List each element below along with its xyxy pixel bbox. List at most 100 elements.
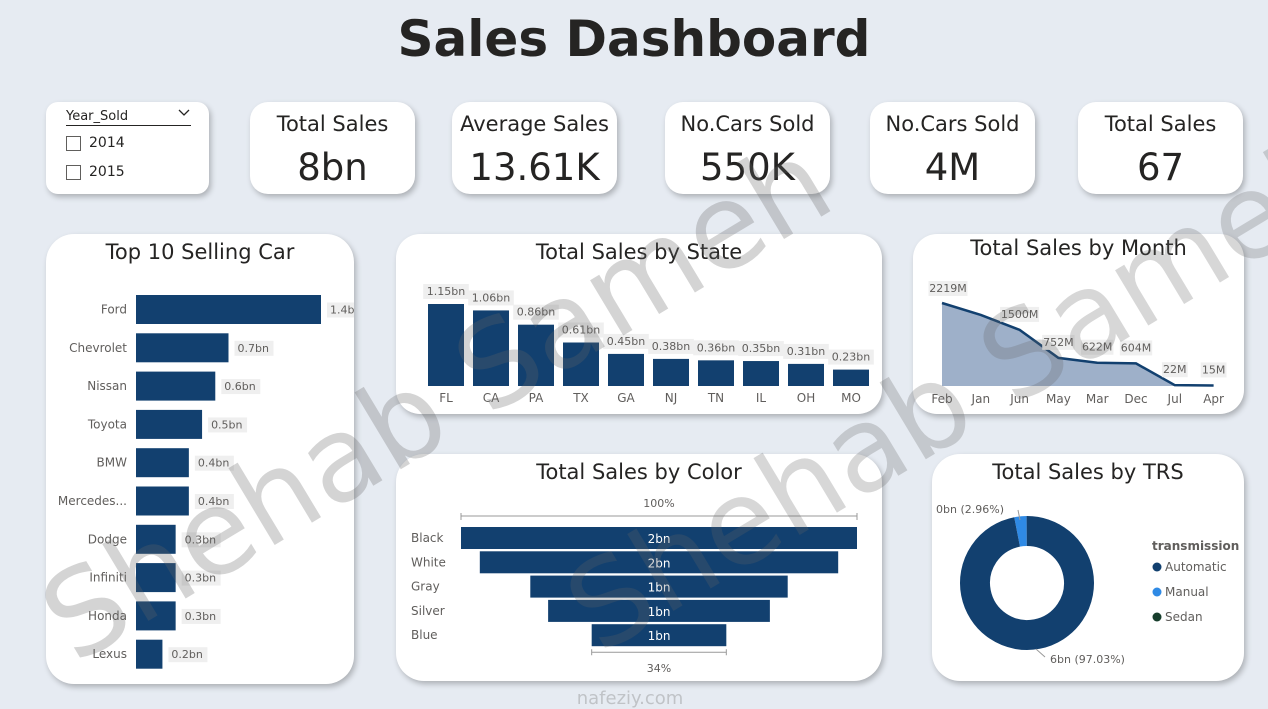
bar [136, 639, 163, 669]
bar [698, 360, 734, 386]
data-label-bg [1081, 339, 1114, 355]
axis-label: Ford [101, 303, 127, 317]
data-label-bg [468, 290, 514, 306]
bar [136, 524, 176, 554]
kpi-value: 67 [1136, 146, 1185, 189]
axis-label: Feb [931, 392, 952, 406]
checkbox-icon[interactable] [66, 164, 81, 180]
kpi-label: No.Cars Sold [885, 112, 1020, 136]
kpi-value: 4M [924, 146, 981, 189]
month-chart[interactable]: Total Sales by Month Feb 2219M Jan Jun 1500M… [913, 234, 1244, 414]
axis-label: Toyota [87, 417, 127, 431]
bar [833, 369, 869, 386]
legend-marker [1152, 562, 1162, 572]
data-label-bg [558, 322, 604, 338]
checkbox-icon[interactable] [66, 135, 81, 151]
top-bracket [460, 513, 858, 520]
data-label: 15M [1202, 363, 1226, 376]
axis-label: FL [439, 391, 453, 405]
bar [428, 304, 464, 386]
slicer-option-2015[interactable]: 2015 [66, 164, 125, 180]
axis-label: Dodge [88, 532, 127, 546]
data-label: 0.4bn [198, 457, 229, 470]
kpi-value: 8bn [297, 146, 368, 189]
data-label: 622M [1082, 341, 1113, 354]
kpi-cars-sold: No.Cars Sold 550K [665, 102, 830, 194]
top-cars-plot: Ford 1.4bn Chevrolet 0.7bn Nissan 0.6bn Toyota… [58, 295, 354, 669]
data-label-bg [221, 379, 261, 395]
data-label: 0.3bn [185, 572, 216, 585]
data-label: 0.36bn [697, 341, 735, 354]
kpi-label: Average Sales [460, 112, 609, 136]
bottom-percent: 34% [647, 662, 671, 675]
axis-label: MO [841, 391, 861, 405]
data-label-bg [181, 532, 221, 548]
kpi-cars-sold-2: No.Cars Sold 4M [870, 102, 1035, 194]
axis-label: Chevrolet [69, 341, 127, 355]
area-fill [942, 303, 1214, 386]
data-label: 0.35bn [742, 342, 780, 355]
axis-label: TN [707, 391, 724, 405]
data-label-bg [1161, 362, 1188, 378]
page-title: Sales Dashboard [397, 10, 871, 68]
legend-marker [1152, 587, 1162, 597]
kpi-total-sales-2: Total Sales 67 [1078, 102, 1243, 194]
data-label-bg [693, 340, 739, 356]
chevron-down-icon[interactable] [177, 106, 191, 120]
bar [136, 333, 229, 363]
data-label-bg [168, 647, 208, 663]
data-label-bg [327, 302, 354, 318]
data-label: 0.45bn [607, 335, 645, 348]
donut-slice [960, 516, 1094, 650]
leader-line [1035, 648, 1046, 658]
kpi-average-sales: Average Sales 13.61K [452, 102, 617, 194]
axis-label: Silver [411, 604, 445, 618]
axis-label: Honda [88, 609, 127, 623]
axis-label: Black [411, 531, 444, 545]
data-label: 0.86bn [517, 306, 555, 319]
data-label-bg [194, 494, 234, 509]
bar [136, 448, 189, 478]
trs-plot: 0bn (2.96%) 6bn (97.03%) transmission Autom… [936, 503, 1239, 666]
data-label: 6bn (97.03%) [1050, 653, 1125, 666]
data-label-bg [1200, 362, 1227, 378]
data-label: 752M [1043, 336, 1074, 349]
data-label-bg [181, 570, 221, 586]
data-label-bg [783, 343, 829, 359]
top-percent: 100% [643, 497, 674, 510]
legend-item: Sedan [1165, 610, 1203, 624]
axis-label: BMW [97, 456, 128, 470]
bar [461, 527, 857, 549]
data-label: 1.06bn [472, 291, 510, 304]
slicer-option-2014[interactable]: 2014 [66, 135, 125, 151]
state-plot: 1.15bn FL 1.06bn CA 0.86bn PA 0.61bn TX 0.45bn GA… [423, 284, 874, 405]
kpi-label: No.Cars Sold [680, 112, 815, 136]
color-chart[interactable]: Total Sales by Color 100% Black 2bn White 2b… [396, 454, 882, 681]
legend-marker [1152, 612, 1162, 622]
bar [136, 409, 203, 439]
bar [136, 563, 176, 593]
slicer-header[interactable]: Year_Sold [66, 109, 191, 126]
axis-label: Mar [1086, 392, 1109, 406]
bar [563, 342, 599, 386]
chart-title: Total Sales by State [535, 240, 743, 264]
bar [136, 601, 176, 631]
data-label: 0.3bn [185, 533, 216, 546]
data-label-bg [1042, 334, 1075, 350]
bar [743, 361, 779, 386]
trs-chart[interactable]: Total Sales by TRS 0bn (2.96%) 6bn (97.03… [932, 454, 1244, 681]
data-label-bg [234, 340, 274, 356]
kpi-total-sales: Total Sales 8bn [250, 102, 415, 194]
state-chart[interactable]: Total Sales by State 1.15bn FL 1.06bn CA 0.8… [396, 234, 882, 414]
axis-label: OH [797, 391, 815, 405]
kpi-label: Total Sales [276, 112, 389, 136]
chart-title: Top 10 Selling Car [105, 240, 295, 264]
top-cars-chart[interactable]: Top 10 Selling Car Ford 1.4bn Chevrolet 0.7… [46, 234, 354, 684]
data-label: 0.3bn [185, 610, 216, 623]
leader-line [1017, 509, 1021, 521]
kpi-label: Total Sales [1104, 112, 1217, 136]
data-label: 1500M [1001, 308, 1039, 321]
data-label: 1bn [648, 581, 671, 595]
data-label-bg [828, 349, 874, 365]
year-slicer[interactable]: Year_Sold 2014 2015 [46, 102, 209, 194]
